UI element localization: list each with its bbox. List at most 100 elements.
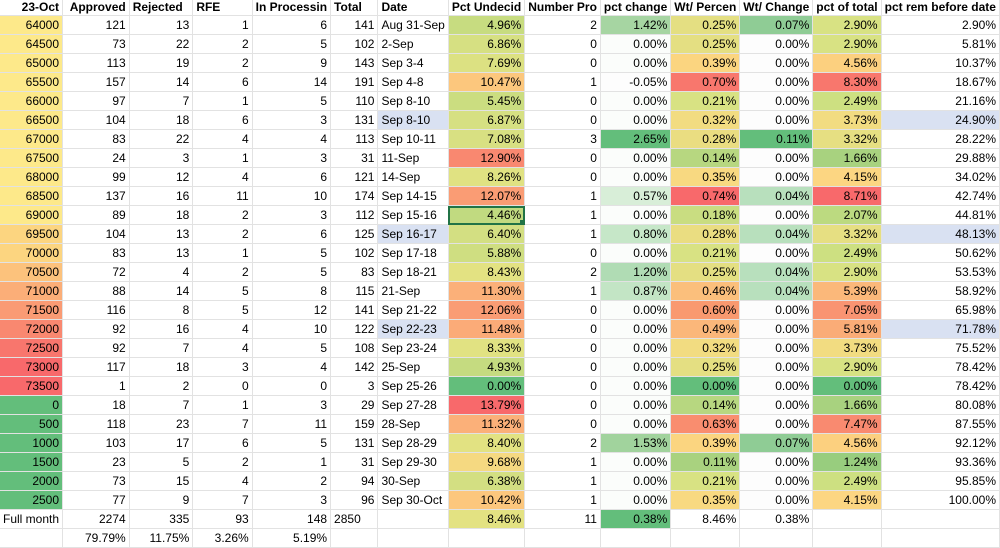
percent-rfe[interactable]: 3.26% (192, 528, 253, 548)
rejected-cell[interactable]: 23 (129, 414, 194, 434)
number-processed-cell[interactable]: 1 (524, 72, 601, 92)
rfe-cell[interactable]: 4 (192, 471, 253, 491)
wt-percent-cell[interactable]: 0.21% (670, 471, 741, 491)
wt-change-cell[interactable]: 0.00% (739, 91, 814, 111)
total-cell[interactable]: 102 (330, 243, 379, 263)
rfe-cell[interactable]: 11 (192, 186, 253, 206)
pct-undecided-cell[interactable]: 8.33% (448, 338, 526, 358)
rfe-cell[interactable]: 2 (192, 262, 253, 282)
rejected-cell[interactable]: 8 (129, 300, 194, 320)
pct-of-total-cell[interactable]: 5.39% (812, 281, 882, 301)
wt-percent-cell[interactable]: 0.60% (670, 300, 741, 320)
wt-change-cell[interactable]: 0.04% (739, 186, 814, 206)
wt-percent-cell[interactable]: 0.21% (670, 243, 741, 263)
wt-change-cell[interactable]: 0.00% (739, 72, 814, 92)
rfe-cell[interactable]: 4 (192, 338, 253, 358)
empty-cell[interactable] (739, 528, 814, 548)
approved-cell[interactable]: 104 (62, 110, 130, 130)
rfe-cell[interactable]: 6 (192, 72, 253, 92)
rejected-cell[interactable]: 14 (129, 281, 194, 301)
pct-of-total-cell[interactable]: 2.90% (812, 34, 882, 54)
bucket-cell[interactable]: 68000 (0, 167, 64, 187)
wt-change-cell[interactable]: 0.00% (739, 148, 814, 168)
pct-undecided-cell[interactable]: 10.42% (448, 490, 526, 510)
total-cell[interactable]: 31 (330, 452, 379, 472)
date-cell[interactable]: Sep 29-30 (377, 452, 449, 472)
wt-change-cell[interactable]: 0.00% (739, 376, 814, 396)
rejected-cell[interactable]: 13 (129, 15, 194, 35)
in-processing-cell[interactable]: 12 (252, 300, 332, 320)
pct-undecided-cell[interactable]: 10.47% (448, 72, 526, 92)
number-processed-cell[interactable]: 0 (524, 243, 601, 263)
date-cell[interactable]: Sep 27-28 (377, 395, 449, 415)
pct-remaining-cell[interactable]: 29.88% (881, 148, 1000, 168)
wt-percent-cell[interactable]: 0.25% (670, 262, 741, 282)
bucket-cell[interactable]: 72000 (0, 319, 64, 339)
percent-rejected[interactable]: 11.75% (129, 528, 194, 548)
in-processing-cell[interactable]: 3 (252, 395, 332, 415)
total-cell[interactable]: 121 (330, 167, 379, 187)
rejected-cell[interactable]: 18 (129, 110, 194, 130)
header-cell[interactable]: In Processin (252, 0, 332, 16)
in-processing-cell[interactable]: 4 (252, 357, 332, 377)
summary-pct-change[interactable]: 0.38% (600, 509, 672, 529)
in-processing-cell[interactable]: 1 (252, 452, 332, 472)
pct-of-total-cell[interactable]: 4.56% (812, 53, 882, 73)
header-cell[interactable]: RFE (192, 0, 253, 16)
total-cell[interactable]: 96 (330, 490, 379, 510)
wt-percent-cell[interactable]: 0.25% (670, 15, 741, 35)
in-processing-cell[interactable]: 3 (252, 148, 332, 168)
pct-change-cell[interactable]: 1.53% (600, 433, 672, 453)
wt-percent-cell[interactable]: 0.28% (670, 129, 741, 149)
number-processed-cell[interactable]: 1 (524, 471, 601, 491)
pct-change-cell[interactable]: 0.00% (600, 357, 672, 377)
date-cell[interactable]: Sep 15-16 (377, 205, 449, 225)
date-cell[interactable]: 30-Sep (377, 471, 449, 491)
pct-remaining-cell[interactable]: 10.37% (881, 53, 1000, 73)
pct-of-total-cell[interactable]: 7.05% (812, 300, 882, 320)
number-processed-cell[interactable]: 0 (524, 110, 601, 130)
pct-of-total-cell[interactable]: 8.71% (812, 186, 882, 206)
pct-change-cell[interactable]: 0.00% (600, 376, 672, 396)
number-processed-cell[interactable]: 0 (524, 357, 601, 377)
approved-cell[interactable]: 97 (62, 91, 130, 111)
pct-change-cell[interactable]: 0.00% (600, 91, 672, 111)
pct-change-cell[interactable]: 0.87% (600, 281, 672, 301)
rfe-cell[interactable]: 0 (192, 376, 253, 396)
number-processed-cell[interactable]: 1 (524, 490, 601, 510)
in-processing-cell[interactable]: 5 (252, 243, 332, 263)
pct-of-total-cell[interactable]: 8.30% (812, 72, 882, 92)
in-processing-cell[interactable]: 5 (252, 34, 332, 54)
pct-of-total-cell[interactable]: 2.90% (812, 357, 882, 377)
pct-remaining-cell[interactable]: 28.22% (881, 129, 1000, 149)
header-cell[interactable]: Date (377, 0, 449, 16)
rejected-cell[interactable]: 22 (129, 129, 194, 149)
number-processed-cell[interactable]: 0 (524, 338, 601, 358)
rfe-cell[interactable]: 7 (192, 490, 253, 510)
summary-number-processed[interactable]: 11 (524, 509, 601, 529)
wt-percent-cell[interactable]: 0.14% (670, 395, 741, 415)
date-cell[interactable]: 28-Sep (377, 414, 449, 434)
in-processing-cell[interactable]: 11 (252, 414, 332, 434)
total-cell[interactable]: 108 (330, 338, 379, 358)
total-cell[interactable]: 83 (330, 262, 379, 282)
header-cell[interactable]: Pct Undecid (448, 0, 526, 16)
wt-change-cell[interactable]: 0.00% (739, 452, 814, 472)
wt-change-cell[interactable]: 0.04% (739, 224, 814, 244)
pct-of-total-cell[interactable]: 4.15% (812, 167, 882, 187)
bucket-cell[interactable]: 0 (0, 395, 64, 415)
approved-cell[interactable]: 104 (62, 224, 130, 244)
date-cell[interactable]: Sep 10-11 (377, 129, 449, 149)
pct-remaining-cell[interactable]: 53.53% (881, 262, 1000, 282)
wt-percent-cell[interactable]: 0.39% (670, 53, 741, 73)
bucket-cell[interactable]: 73000 (0, 357, 64, 377)
number-processed-cell[interactable]: 0 (524, 53, 601, 73)
pct-of-total-cell[interactable]: 7.47% (812, 414, 882, 434)
bucket-cell[interactable]: 71500 (0, 300, 64, 320)
pct-change-cell[interactable]: 0.80% (600, 224, 672, 244)
date-cell[interactable]: Sep 28-29 (377, 433, 449, 453)
approved-cell[interactable]: 103 (62, 433, 130, 453)
header-cell[interactable]: Total (330, 0, 379, 16)
approved-cell[interactable]: 117 (62, 357, 130, 377)
rfe-cell[interactable]: 1 (192, 148, 253, 168)
